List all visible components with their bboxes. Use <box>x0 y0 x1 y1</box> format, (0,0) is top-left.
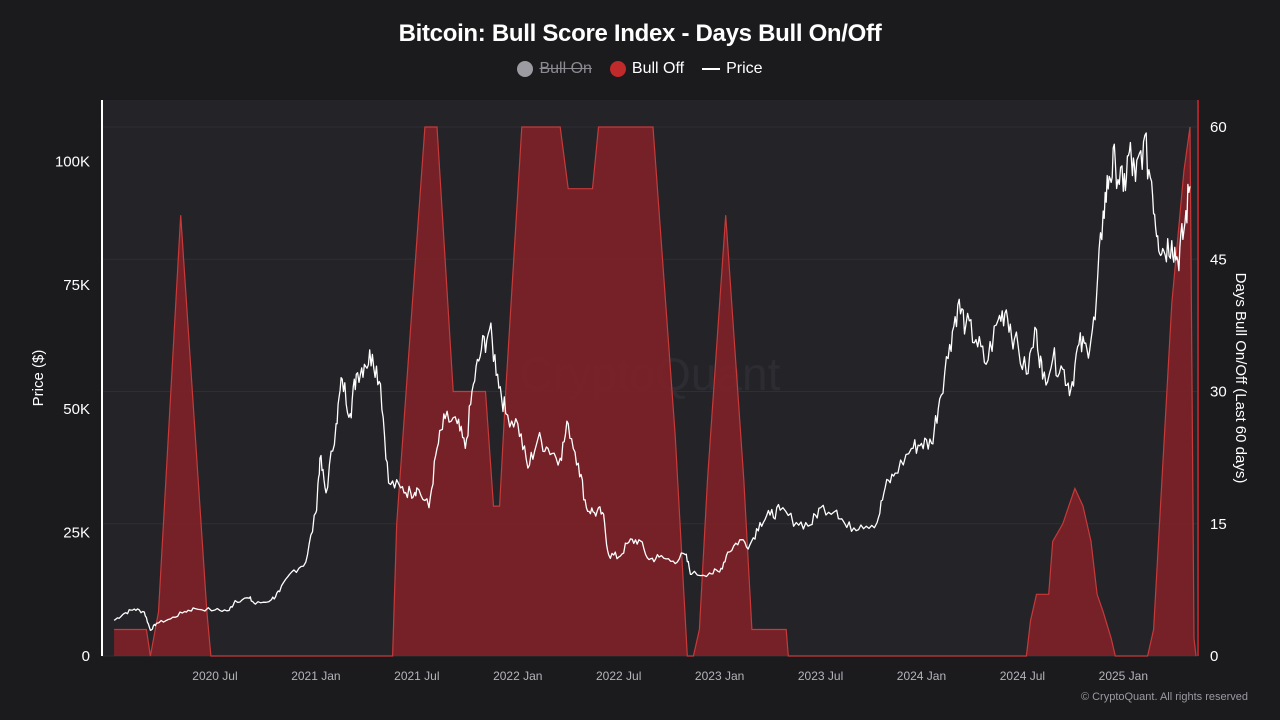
legend-item-price[interactable]: Price <box>702 60 763 78</box>
x-tick-label: 2022 Jul <box>596 669 641 683</box>
y-axis-left-label: Price ($) <box>30 350 47 407</box>
chart-title: Bitcoin: Bull Score Index - Days Bull On… <box>398 20 882 47</box>
y-axis-right-label: Days Bull On/Off (Last 60 days) <box>1232 273 1249 484</box>
bull-off-legend-icon <box>609 61 626 77</box>
bull-off-series <box>114 126 1197 657</box>
left-tick-label: 75K <box>63 277 90 294</box>
legend-label-price: Price <box>726 60 763 77</box>
bull-off-area <box>114 127 1197 656</box>
left-tick-label: 50K <box>63 401 90 418</box>
right-tick-label: 30 <box>1210 384 1227 401</box>
x-axis-ticks: 2020 Jul 2021 Jan 2021 Jul 2022 Jan 2022 Jul… <box>192 669 1148 683</box>
bull-off-line <box>114 126 1197 657</box>
right-axis-ticks: 0 15 30 45 60 <box>1210 119 1227 665</box>
x-tick-label: 2025 Jan <box>1099 669 1148 683</box>
price-series <box>113 132 1191 631</box>
left-axis-ticks: 0 25K 50K 75K 100K <box>55 154 90 665</box>
price-line <box>113 132 1191 631</box>
left-tick-label: 25K <box>63 524 90 541</box>
x-tick-label: 2024 Jan <box>897 669 946 683</box>
bull-on-legend-icon <box>517 61 534 77</box>
right-tick-label: 0 <box>1210 648 1218 665</box>
x-tick-label: 2023 Jul <box>798 669 843 683</box>
left-tick-label: 100K <box>55 154 90 171</box>
x-tick-label: 2023 Jan <box>695 669 744 683</box>
x-tick-label: 2021 Jul <box>394 669 439 683</box>
right-tick-label: 60 <box>1210 119 1227 136</box>
legend-label-bull-on: Bull On <box>539 60 592 77</box>
right-tick-label: 15 <box>1210 516 1227 533</box>
x-tick-label: 2020 Jul <box>192 669 237 683</box>
copyright: © CryptoQuant. All rights reserved <box>1080 691 1248 703</box>
legend-label-bull-off: Bull Off <box>631 60 685 77</box>
x-tick-label: 2021 Jan <box>291 669 340 683</box>
price-legend-icon <box>702 68 721 70</box>
left-tick-label: 0 <box>82 648 90 665</box>
legend: Bull On Bull Off Price <box>0 60 1280 78</box>
legend-item-bull-on[interactable]: Bull On <box>517 60 592 78</box>
legend-item-bull-off[interactable]: Bull Off <box>609 60 685 78</box>
right-tick-label: 45 <box>1210 251 1227 268</box>
x-tick-label: 2024 Jul <box>1000 669 1045 683</box>
x-tick-label: 2022 Jan <box>493 669 542 683</box>
